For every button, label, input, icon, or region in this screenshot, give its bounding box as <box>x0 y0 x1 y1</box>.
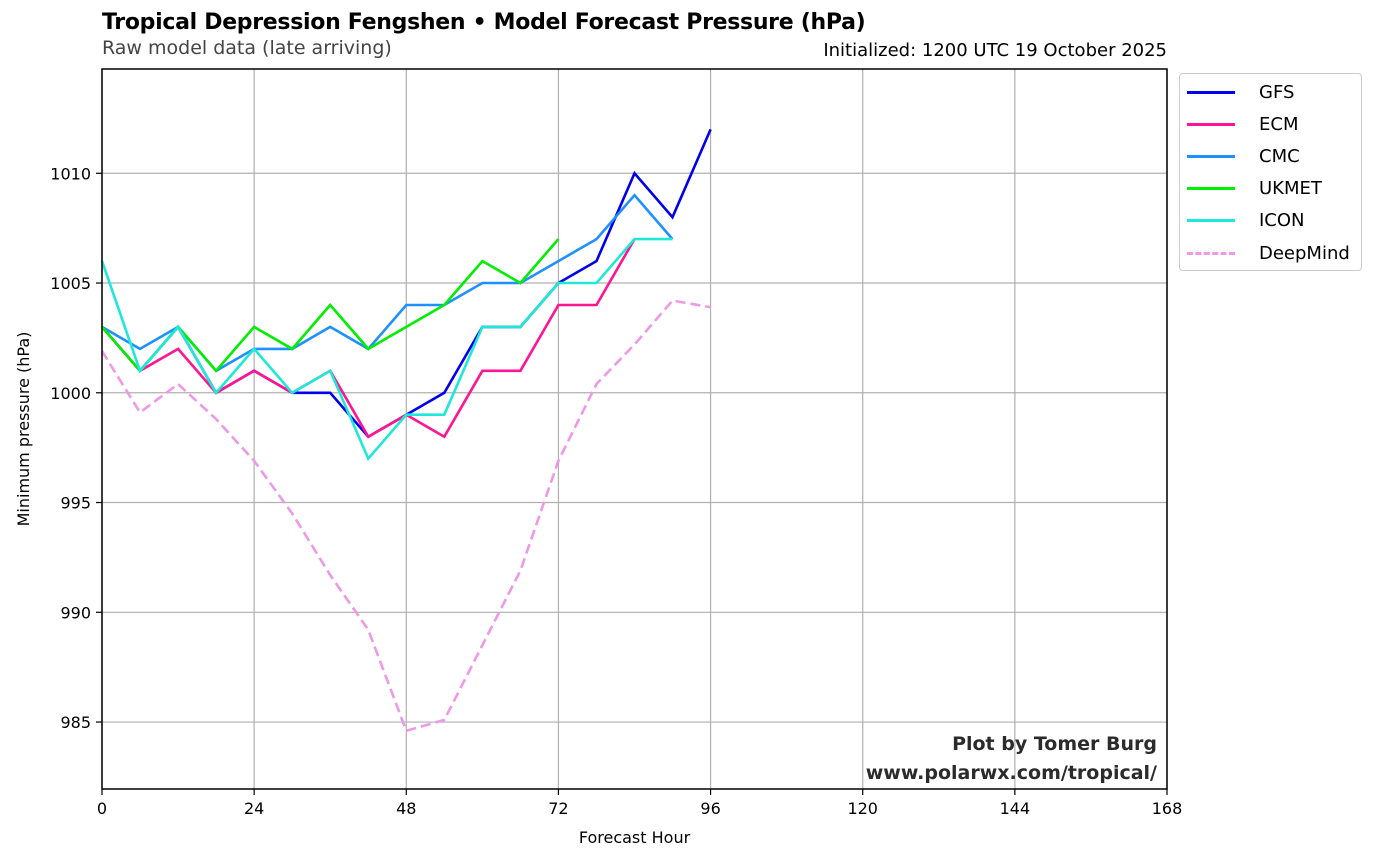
legend-label: ICON <box>1259 210 1305 232</box>
legend-label: GFS <box>1259 81 1295 103</box>
plot-frame <box>101 68 1168 790</box>
series-line-ukmet <box>101 238 560 373</box>
legend-item-ukmet: UKMET <box>1187 177 1322 201</box>
legend-label: DeepMind <box>1259 242 1350 264</box>
y-tick-label: 985 <box>60 713 91 732</box>
credit-url: www.polarwx.com/tropical/ <box>866 762 1157 784</box>
legend-item-gfs: GFS <box>1187 80 1294 104</box>
legend-item-deepmind: DeepMind <box>1187 241 1350 265</box>
x-tick-label: 72 <box>548 799 568 818</box>
y-tick-label: 1010 <box>50 164 91 183</box>
legend-label: CMC <box>1259 145 1300 167</box>
x-tick-label: 0 <box>97 799 107 818</box>
x-tick-label: 120 <box>847 799 878 818</box>
y-axis-label: Minimum pressure (hPa) <box>14 332 33 527</box>
series-line-ecm <box>101 238 636 439</box>
x-tick-label: 48 <box>396 799 416 818</box>
chart-title: Tropical Depression Fengshen • Model For… <box>102 10 866 35</box>
legend-item-cmc: CMC <box>1187 144 1300 168</box>
series-lines <box>100 128 712 733</box>
series-line-deepmind <box>100 299 711 733</box>
legend-swatch <box>1187 122 1235 126</box>
initialization-time: Initialized: 1200 UTC 19 October 2025 <box>823 40 1167 61</box>
legend: GFS ECM CMC UKMET ICON DeepMind <box>1179 73 1362 271</box>
legend-swatch <box>1187 219 1235 223</box>
y-tick-label: 995 <box>60 494 91 513</box>
axis-ticks: 0 24 48 72 96 120 144 168 985 990 995 1000 1005 1010 <box>50 164 1182 818</box>
credit-author: Plot by Tomer Burg <box>952 733 1157 755</box>
legend-label: UKMET <box>1259 178 1322 200</box>
legend-swatch <box>1187 90 1235 94</box>
y-tick-label: 990 <box>60 603 91 622</box>
legend-item-icon: ICON <box>1187 209 1305 233</box>
legend-swatch <box>1187 154 1235 158</box>
grid-lines <box>101 69 1168 789</box>
legend-item-ecm: ECM <box>1187 112 1298 136</box>
legend-swatch <box>1187 187 1235 191</box>
series-line-icon <box>100 237 673 462</box>
chart-subtitle: Raw model data (late arriving) <box>102 37 392 59</box>
x-tick-label: 168 <box>1152 799 1183 818</box>
legend-label: ECM <box>1259 113 1299 135</box>
x-tick-label: 96 <box>700 799 720 818</box>
x-tick-label: 144 <box>1000 799 1031 818</box>
x-axis-label: Forecast Hour <box>579 828 691 847</box>
legend-swatch <box>1187 251 1235 255</box>
y-tick-label: 1000 <box>50 384 91 403</box>
x-tick-label: 24 <box>244 799 264 818</box>
y-tick-label: 1005 <box>50 274 91 293</box>
